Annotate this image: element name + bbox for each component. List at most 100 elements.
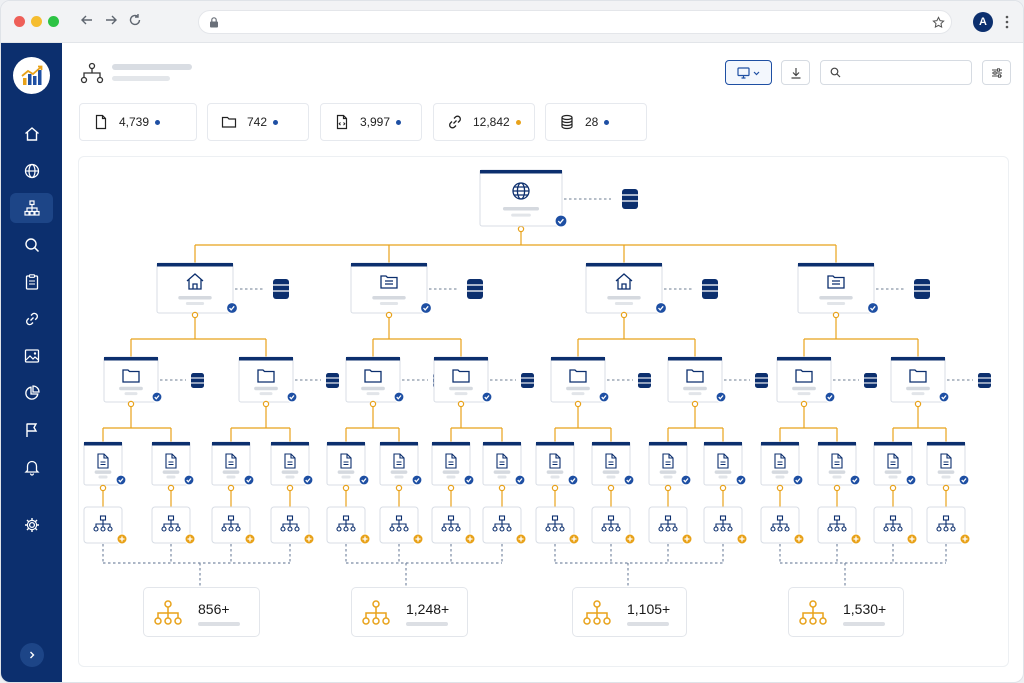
sidebar-item-clipboard[interactable] (10, 267, 53, 297)
connector-node (691, 400, 699, 408)
browser-toolbar: A (1, 1, 1023, 43)
sitemap-icon (80, 62, 104, 84)
filter-settings-button[interactable] (982, 60, 1011, 85)
maximize-window-dot[interactable] (48, 16, 59, 27)
pie-chart-icon (24, 385, 40, 400)
subtree-node (648, 506, 693, 545)
forward-arrow-icon[interactable] (102, 13, 120, 31)
connector-node (719, 484, 727, 492)
branch-summary-2[interactable]: 1,248+ (351, 587, 468, 637)
star-icon[interactable] (932, 16, 945, 29)
subtree-node (535, 506, 580, 545)
subtree-node (431, 506, 476, 545)
stat-value: 742 (247, 115, 268, 129)
tree-node-level2 (776, 356, 836, 403)
stat-value: 28 (585, 115, 599, 129)
tree-node-page (873, 441, 917, 486)
tree-node-page (703, 441, 747, 486)
reload-icon[interactable] (126, 13, 144, 31)
bell-icon (23, 460, 40, 476)
connector-node (191, 311, 199, 319)
sidebar-item-notifications[interactable] (10, 452, 53, 482)
stat-links[interactable]: 12,842 (433, 103, 535, 141)
tree-node-level1 (156, 262, 239, 315)
summary-count: 856+ (198, 601, 230, 617)
connector-node (447, 484, 455, 492)
branch-summary-1[interactable]: 856+ (143, 587, 260, 637)
stat-databases[interactable]: 28 (545, 103, 647, 141)
stat-value: 4,739 (119, 115, 150, 129)
tree-node-page (431, 441, 475, 486)
connector-node (262, 400, 270, 408)
connector-node (551, 484, 559, 492)
connector-node (914, 400, 922, 408)
connector-node (889, 484, 897, 492)
status-dot (273, 119, 279, 125)
summary-label-placeholder (406, 622, 448, 626)
search-input[interactable] (820, 60, 972, 85)
sidebar-item-settings[interactable] (10, 510, 53, 540)
tree-node-page (270, 441, 314, 486)
sidebar-item-analytics[interactable] (10, 378, 53, 408)
back-arrow-icon[interactable] (78, 13, 96, 31)
sidebar-item-globe[interactable] (10, 156, 53, 186)
link-icon (25, 312, 38, 326)
sidebar-expand-button[interactable] (20, 643, 44, 667)
subtree-node (926, 506, 971, 545)
status-dot (396, 119, 402, 125)
connector-node (664, 484, 672, 492)
stat-folders[interactable]: 742 (207, 103, 309, 141)
database-icon (191, 373, 204, 388)
database-icon (755, 373, 768, 388)
kebab-menu-icon[interactable] (1005, 15, 1009, 29)
home-icon (24, 127, 39, 141)
tree-node-level2 (433, 356, 493, 403)
branch-summary-4[interactable]: 1,530+ (788, 587, 904, 637)
connector-node (942, 484, 950, 492)
connector-node (286, 484, 294, 492)
tree-node-page (648, 441, 692, 486)
connector-node (385, 311, 393, 319)
sidebar (1, 43, 62, 682)
sitemap-icon (23, 200, 40, 216)
tree-node-page (211, 441, 255, 486)
sidebar-item-link[interactable] (10, 304, 53, 334)
search-icon (830, 67, 841, 78)
branch-summary-3[interactable]: 1,105+ (572, 587, 687, 637)
stat-pages[interactable]: 4,739 (79, 103, 197, 141)
hierarchy-icon (154, 600, 182, 625)
sidebar-item-home[interactable] (10, 119, 53, 149)
connector-node (498, 484, 506, 492)
sidebar-item-flag[interactable] (10, 415, 53, 445)
minimize-window-dot[interactable] (31, 16, 42, 27)
tree-node-page (591, 441, 635, 486)
globe-icon (24, 163, 39, 179)
address-bar[interactable] (198, 10, 952, 34)
tree-node-page (482, 441, 526, 486)
device-select-button[interactable] (725, 60, 772, 85)
page-title-placeholder (112, 64, 192, 70)
subtree-node (873, 506, 918, 545)
subtree-node (211, 506, 256, 545)
connector-node (127, 400, 135, 408)
connector-node (574, 400, 582, 408)
tree-node-level1 (585, 262, 668, 315)
download-button[interactable] (781, 60, 810, 85)
close-window-dot[interactable] (14, 16, 25, 27)
tree-node-page (151, 441, 195, 486)
sidebar-item-search[interactable] (10, 230, 53, 260)
tree-node-level2 (890, 356, 950, 403)
connector-node (369, 400, 377, 408)
avatar[interactable]: A (973, 12, 993, 32)
sidebar-item-image[interactable] (10, 341, 53, 371)
monitor-icon (736, 66, 759, 79)
connector-node (517, 225, 525, 233)
tree-node-level2 (238, 356, 298, 403)
connector-node (395, 484, 403, 492)
app-logo[interactable] (13, 57, 50, 94)
tree-node-level2 (550, 356, 610, 403)
tree-node-page (83, 441, 127, 486)
connector-node (800, 400, 808, 408)
stat-code-files[interactable]: 3,997 (320, 103, 422, 141)
sidebar-item-sitemap[interactable] (10, 193, 53, 223)
